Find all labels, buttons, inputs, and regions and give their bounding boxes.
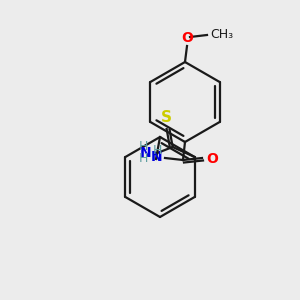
Text: N: N [150, 150, 162, 164]
Text: H: H [139, 140, 148, 154]
Text: H: H [139, 152, 148, 166]
Text: H: H [152, 143, 162, 157]
Text: O: O [206, 152, 218, 166]
Text: CH₃: CH₃ [210, 28, 233, 40]
Text: N: N [140, 146, 152, 160]
Text: O: O [181, 31, 193, 45]
Text: S: S [161, 110, 172, 125]
